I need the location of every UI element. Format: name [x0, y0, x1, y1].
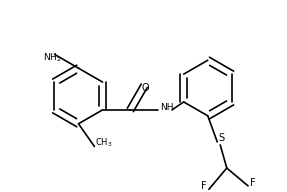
Text: NH$_2$: NH$_2$: [43, 51, 62, 64]
Text: S: S: [218, 133, 224, 143]
Text: NH: NH: [160, 103, 174, 112]
Text: CH$_3$: CH$_3$: [95, 136, 113, 148]
Text: F: F: [201, 181, 207, 191]
Text: O: O: [141, 83, 149, 93]
Text: F: F: [250, 178, 256, 188]
